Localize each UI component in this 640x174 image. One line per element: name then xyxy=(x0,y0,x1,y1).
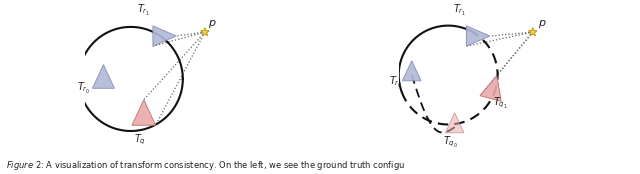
Polygon shape xyxy=(445,113,464,133)
Text: $T_{r_0}$: $T_{r_0}$ xyxy=(77,81,91,96)
Polygon shape xyxy=(467,26,490,46)
Text: $T_{q_0}$: $T_{q_0}$ xyxy=(444,134,458,149)
Text: $T_{r_1}$: $T_{r_1}$ xyxy=(137,3,150,18)
Text: $T_{r_1}$: $T_{r_1}$ xyxy=(453,3,467,18)
Polygon shape xyxy=(153,26,176,46)
Polygon shape xyxy=(132,100,156,125)
Text: $T_{r_0}$: $T_{r_0}$ xyxy=(389,75,403,90)
Polygon shape xyxy=(529,27,537,36)
Text: $\it{Figure\ 2}$: A visualization of transform consistency. On the left, we see : $\it{Figure\ 2}$: A visualization of tra… xyxy=(6,159,405,172)
Polygon shape xyxy=(92,65,115,88)
Text: $T_{q_1}$: $T_{q_1}$ xyxy=(493,95,508,110)
Text: $p$: $p$ xyxy=(538,18,546,30)
Text: $T_q$: $T_q$ xyxy=(134,132,146,147)
Polygon shape xyxy=(200,27,209,36)
Polygon shape xyxy=(403,61,421,81)
Text: $p$: $p$ xyxy=(209,18,217,30)
Polygon shape xyxy=(480,76,501,101)
